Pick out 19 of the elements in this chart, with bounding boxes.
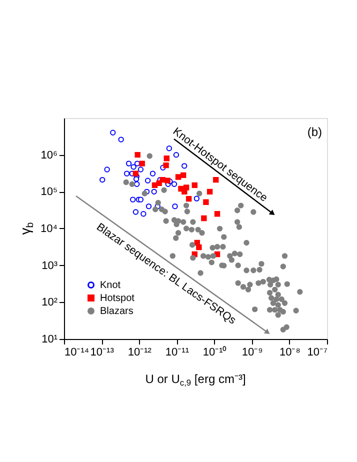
legend-label: Blazars <box>100 306 134 317</box>
y-tick-label: 10⁶ <box>40 149 58 162</box>
x-tick-label: 10⁻¹⁴ <box>64 346 90 358</box>
y-tick-label: 10¹ <box>42 334 58 346</box>
x-tick-label: 10⁻¹¹ <box>165 346 190 358</box>
x-tick-label: 10⁻¹⁰ <box>202 346 227 358</box>
y-axis-title: γb <box>17 222 36 235</box>
x-tick-label: 10⁻¹² <box>128 346 152 358</box>
y-tick-label: 10⁴ <box>40 223 58 235</box>
y-tick-label: 10³ <box>42 260 58 272</box>
legend-label: Knot <box>100 280 121 291</box>
legend-label: Hotspot <box>100 293 135 304</box>
x-tick-label: 10⁻⁹ <box>242 346 263 358</box>
x-tick-label: 10⁻¹³ <box>90 346 114 358</box>
y-tick-label: 10² <box>42 296 58 309</box>
y-tick-label: 10⁵ <box>40 186 58 198</box>
x-tick-label: 10⁻⁸ <box>279 346 300 358</box>
x-tick-label: 10⁻⁷ <box>307 346 328 358</box>
annotation: (b) <box>307 125 322 139</box>
